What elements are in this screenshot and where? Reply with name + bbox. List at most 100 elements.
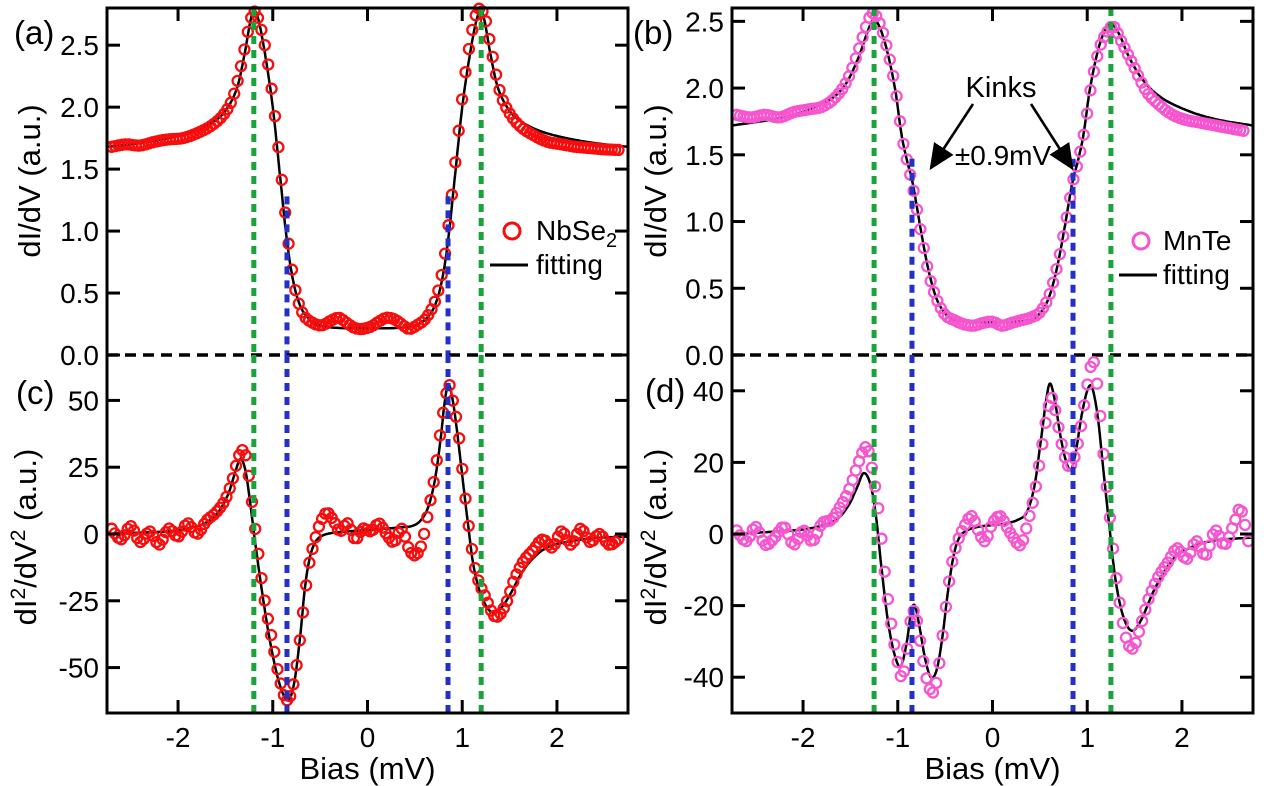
y-axis-title: dI/dV (a.u.) xyxy=(12,104,47,257)
data-point xyxy=(946,555,959,568)
data-point xyxy=(156,533,169,546)
data-point xyxy=(251,11,265,24)
x-axis-title: Bias (mV) xyxy=(924,751,1060,786)
data-point xyxy=(127,524,141,537)
data-point xyxy=(577,525,590,538)
data-point xyxy=(887,69,900,83)
data-point xyxy=(880,39,893,52)
data-point xyxy=(510,568,523,581)
data-point xyxy=(1087,355,1100,369)
data-point xyxy=(811,527,824,540)
data-point xyxy=(897,137,910,151)
data-point xyxy=(881,593,895,606)
x-tick-label: 2 xyxy=(1174,722,1190,753)
data-point xyxy=(548,537,561,551)
data-point xyxy=(486,50,499,64)
data-point xyxy=(497,602,510,615)
data-point xyxy=(930,676,943,690)
data-point xyxy=(289,283,302,297)
data-point xyxy=(255,571,268,585)
data-point xyxy=(258,594,271,607)
data-point xyxy=(483,32,496,46)
data-point xyxy=(1145,584,1158,597)
data-point xyxy=(1091,50,1104,63)
data-point xyxy=(462,42,476,56)
data-markers-d xyxy=(730,355,1255,699)
data-point xyxy=(1055,437,1068,451)
data-point xyxy=(609,535,622,549)
data-point xyxy=(303,556,316,569)
data-point xyxy=(971,523,985,537)
y-tick-label: 20 xyxy=(693,447,724,478)
data-point xyxy=(162,522,176,535)
data-point xyxy=(427,475,440,489)
data-point xyxy=(398,530,412,543)
data-point xyxy=(221,102,234,116)
data-point xyxy=(510,116,523,129)
data-point xyxy=(479,15,493,28)
data-point xyxy=(1016,534,1030,547)
data-point xyxy=(453,432,466,445)
data-point xyxy=(433,429,447,442)
data-point xyxy=(1078,399,1091,412)
data-point xyxy=(309,531,322,544)
data-point xyxy=(264,628,278,642)
legend-fit-label: fitting xyxy=(1163,259,1230,290)
fit-line-a xyxy=(106,9,629,330)
data-point xyxy=(1043,287,1056,301)
y-tick-label: 0.5 xyxy=(60,278,99,309)
data-point xyxy=(1203,539,1216,552)
y-tick-label: -20 xyxy=(684,591,724,622)
data-point xyxy=(1114,34,1128,48)
y-tick-label: 0.5 xyxy=(685,273,724,304)
data-point xyxy=(261,612,275,625)
data-point xyxy=(545,541,558,554)
data-point xyxy=(955,524,969,538)
data-point xyxy=(1068,450,1081,464)
data-point xyxy=(234,59,248,73)
data-point xyxy=(1020,522,1033,535)
data-point xyxy=(746,523,759,536)
data-point xyxy=(1135,614,1149,628)
data-point xyxy=(1187,538,1200,551)
data-point xyxy=(924,275,937,288)
data-point xyxy=(901,642,914,655)
data-point xyxy=(238,43,251,56)
data-point xyxy=(888,638,901,651)
data-point xyxy=(890,89,903,103)
data-point xyxy=(175,525,189,538)
x-tick-label: -2 xyxy=(166,722,191,753)
x-tick-label: -2 xyxy=(791,722,816,753)
data-point xyxy=(1036,437,1049,451)
data-point xyxy=(1180,552,1194,565)
data-point xyxy=(134,535,147,549)
data-point xyxy=(1074,145,1087,158)
data-point xyxy=(862,445,875,458)
y-tick-label: 1.0 xyxy=(60,216,99,247)
y-tick-label: 50 xyxy=(68,385,99,416)
panel-label-b: (b) xyxy=(633,14,673,51)
data-point xyxy=(300,579,313,592)
y-tick-label: 1.0 xyxy=(685,207,724,238)
data-point xyxy=(1139,603,1152,616)
axes-frame xyxy=(730,6,1255,355)
y-tick-label: 0.0 xyxy=(685,340,724,371)
data-point xyxy=(455,93,469,106)
data-point xyxy=(245,11,258,24)
data-point xyxy=(449,410,463,423)
data-point xyxy=(939,600,953,614)
y-axis-title: dI2/dV2 (a.u.) xyxy=(637,449,673,626)
data-point xyxy=(913,634,927,647)
data-point xyxy=(1090,377,1104,390)
data-point xyxy=(923,682,936,696)
data-point xyxy=(1097,447,1110,461)
y-tick-label: 2.5 xyxy=(60,30,99,61)
data-point xyxy=(275,173,288,186)
data-markers-a xyxy=(105,2,625,336)
panel-c: -2 -1 0 1 2 -50 -25 0 25 50 Bias (mV) dI2/dV2 (a.u.… xyxy=(7,355,630,786)
data-point xyxy=(241,25,254,39)
data-point xyxy=(891,655,904,669)
y-tick-label: 0.0 xyxy=(60,340,99,371)
